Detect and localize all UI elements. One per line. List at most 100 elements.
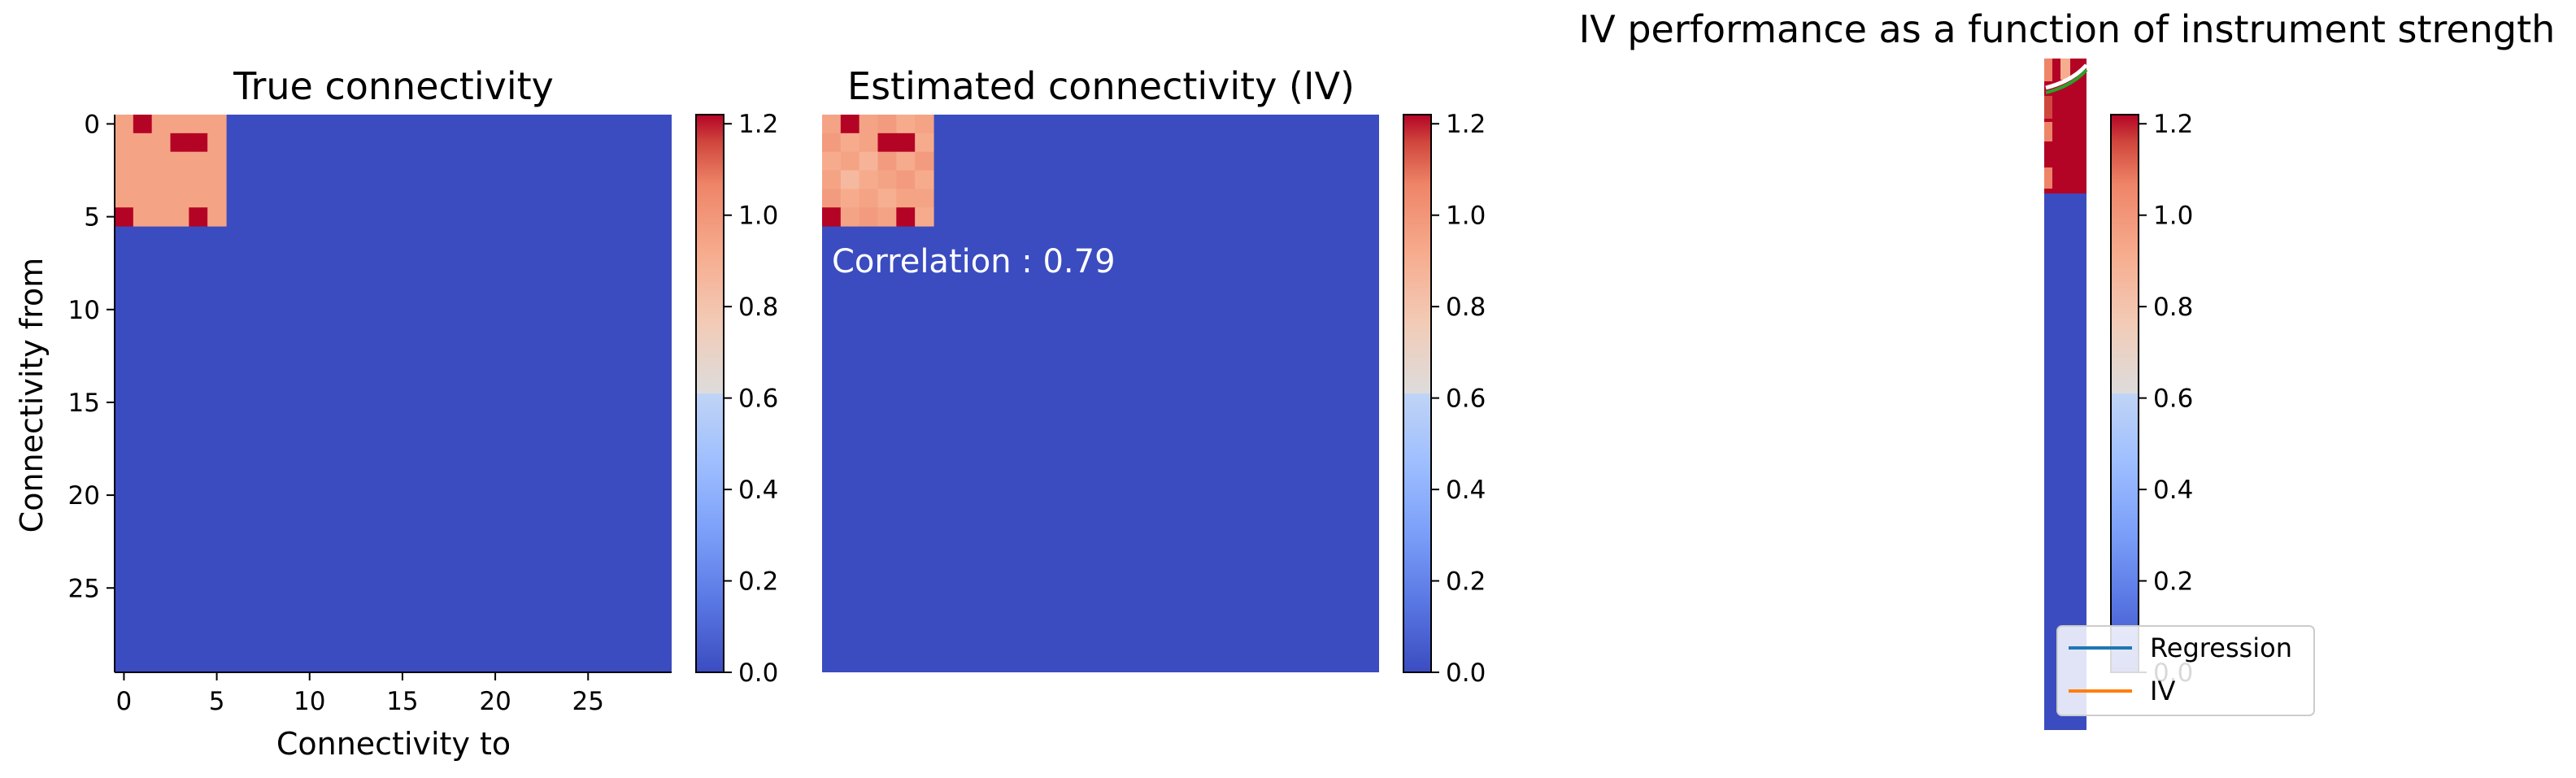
heatmap-cell (115, 133, 134, 153)
y-tick-label: 15 (68, 389, 100, 418)
heatmap-cell (151, 115, 172, 134)
heatmap-true (115, 115, 672, 672)
colorbar-tick-label: 0.4 (1446, 476, 1486, 505)
heatmap-cell (170, 115, 189, 134)
heatmap-cell (170, 170, 189, 189)
heatmap-cell (896, 170, 916, 189)
heatmap-cell (207, 133, 227, 153)
x-tick-label: 0 (116, 687, 133, 716)
colorbar-tick-label: 0.2 (2153, 567, 2193, 597)
heatmap-cell (859, 189, 879, 208)
x-tick-label: 10 (294, 687, 325, 716)
panel-estimated-connectivity: Estimated connectivity (IV) Correlation … (822, 64, 1486, 688)
heatmap-cell (877, 151, 897, 172)
heatmap-cell (189, 115, 208, 134)
heatmap-cell (115, 207, 134, 227)
heatmap-cell (115, 189, 134, 208)
chart-title: Estimated connectivity (IV) (847, 64, 1355, 108)
heatmap-cell (877, 189, 897, 208)
line-iv (2045, 68, 2088, 94)
panel-iv-performance: IV performance as a function of instrume… (1579, 7, 2556, 730)
heatmap-cell (207, 170, 227, 189)
heatmap-cell (859, 115, 879, 134)
heatmap-cell (170, 207, 189, 227)
heatmap-cell (822, 133, 842, 153)
legend-label-regression: Regression (2150, 632, 2292, 663)
heatmap-cell (840, 115, 860, 134)
heatmap-cell (2044, 122, 2052, 141)
y-tick-label: 10 (68, 296, 100, 325)
heatmap-cell (840, 170, 860, 189)
x-tick-label: 15 (386, 687, 418, 716)
colorbar-tick-label: 0.0 (738, 658, 778, 688)
heatmap-cell (115, 151, 134, 172)
heatmap-cell (207, 151, 227, 172)
heatmap-cell (915, 115, 934, 134)
heatmap-cell (170, 189, 189, 208)
heatmap-cell (133, 189, 153, 208)
colorbar-tick-label: 0.8 (1446, 293, 1486, 322)
heatmap-cell (915, 151, 934, 172)
chart-title: IV performance as a function of instrume… (1579, 7, 2556, 51)
heatmap-cell (877, 133, 897, 153)
heatmap-cell (859, 133, 879, 153)
colorbar-gradient (2110, 114, 2139, 673)
colorbar-tick-label: 0.8 (2153, 293, 2193, 322)
heatmap-cell (115, 115, 134, 134)
heatmap-cell (2060, 59, 2070, 80)
heatmap-cell (207, 207, 227, 227)
heatmap-cell (115, 170, 134, 189)
heatmap-cell (915, 170, 934, 189)
heatmap-cell (189, 189, 208, 208)
heatmap-cell (877, 170, 897, 189)
colorbar-tick-label: 0.0 (1446, 658, 1486, 688)
heatmap-cell (822, 189, 842, 208)
heatmap-cell (840, 133, 860, 153)
heatmap-cell (859, 151, 879, 172)
colorbar-tick-label: 0.2 (738, 567, 778, 597)
heatmap-cell (915, 189, 934, 208)
legend-label-iv: IV (2150, 676, 2175, 706)
heatmap-cell (2044, 167, 2052, 189)
heatmap-cell (207, 189, 227, 208)
line-regression (2045, 63, 2088, 90)
heatmap-cell (133, 207, 153, 227)
heatmap-cell (189, 207, 208, 227)
colorbar-tick-label: 1.2 (2153, 110, 2193, 139)
x-tick-label: 20 (479, 687, 511, 716)
colorbar-tick-label: 0.4 (2153, 476, 2193, 505)
heatmap-cell (896, 115, 916, 134)
heatmap-cell (151, 151, 172, 172)
heatmap-cell (840, 189, 860, 208)
colorbar-tick-label: 0.6 (738, 385, 778, 414)
legend: Regression IV (2056, 625, 2315, 716)
heatmap-cell (207, 115, 227, 134)
heatmap-cell (189, 151, 208, 172)
correlation-annotation: Correlation : 0.79 (832, 243, 1116, 280)
colorbar-tick-label: 0.6 (1446, 385, 1486, 414)
colorbar-tick-label: 1.0 (1446, 202, 1486, 231)
heatmap-cell (877, 207, 897, 227)
heatmap-cell (822, 151, 842, 172)
heatmap-cell (915, 207, 934, 227)
colorbar-tick-label: 1.0 (2153, 202, 2193, 231)
heatmap-cell (915, 133, 934, 153)
colorbar-tick-label: 0.4 (738, 476, 778, 505)
heatmap-cell (822, 170, 842, 189)
colorbar-tick-label: 0.6 (2153, 385, 2193, 414)
heatmap-cell (822, 115, 842, 134)
heatmap-cell (840, 151, 860, 172)
heatmap-cell (151, 189, 172, 208)
heatmap-cell (151, 207, 172, 227)
heatmap-cell (189, 133, 208, 153)
heatmap-cell (133, 133, 153, 153)
heatmap-cell (840, 207, 860, 227)
y-tick-label: 0 (84, 110, 100, 139)
colorbar: 0.00.20.40.60.81.01.2 (2110, 110, 2193, 688)
x-tick-label: 5 (209, 687, 225, 716)
y-axis-ticks: 0 5 10 15 20 25 (68, 110, 115, 672)
colorbar: 0.00.20.40.60.81.01.2 (695, 110, 778, 688)
x-axis-label: Connectivity to (276, 726, 511, 762)
heatmap-estimated (822, 115, 1379, 672)
